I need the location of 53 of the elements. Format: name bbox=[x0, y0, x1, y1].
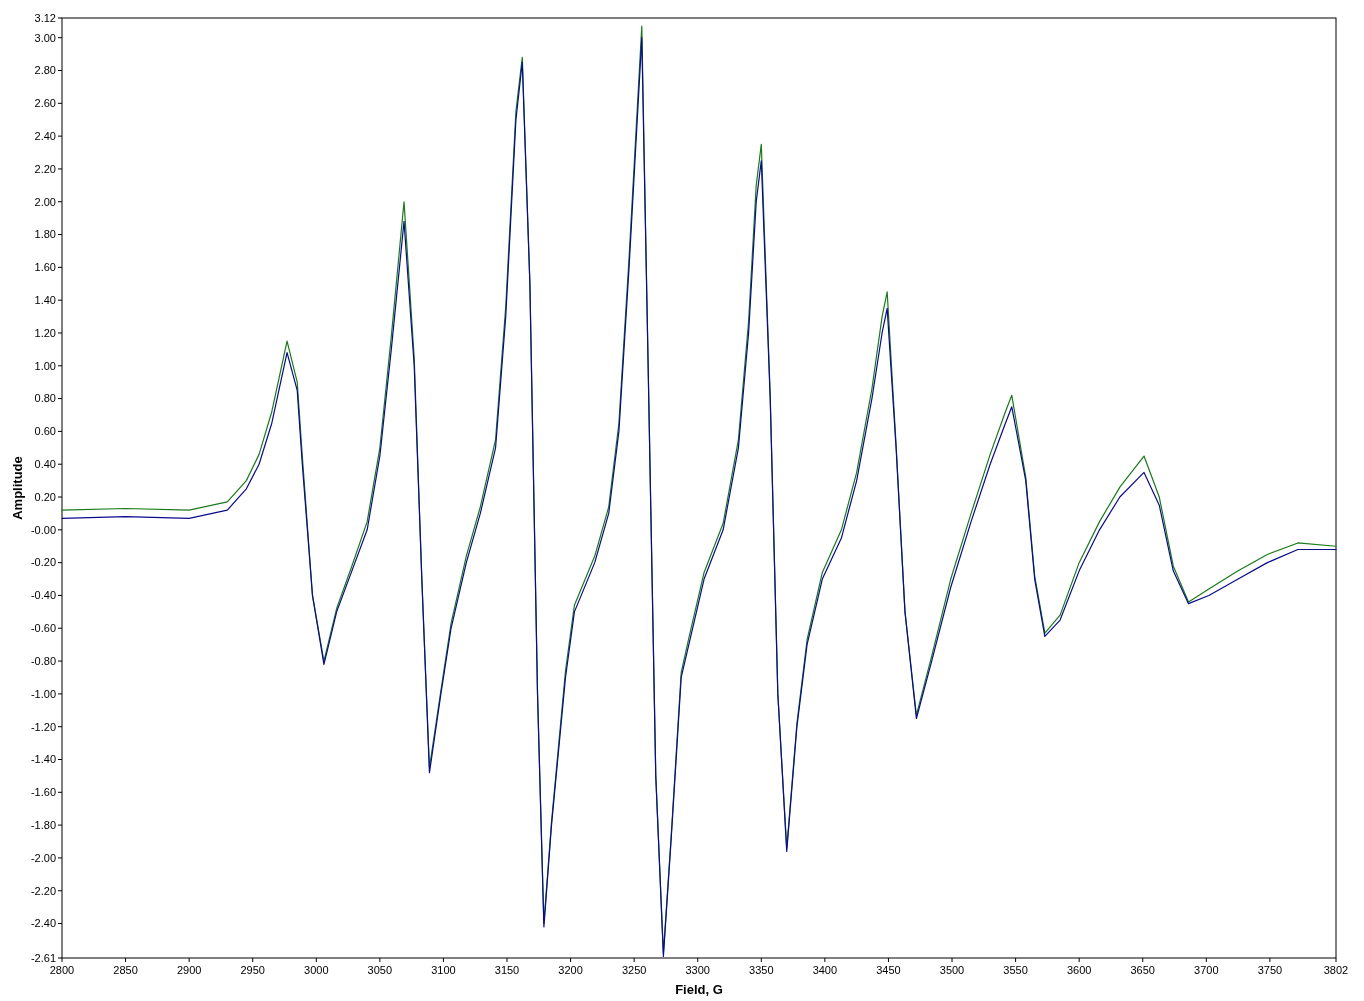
y-tick-label: 2.60 bbox=[34, 97, 56, 110]
y-tick-label: -1.40 bbox=[30, 753, 56, 766]
y-tick-label: 0.80 bbox=[34, 392, 56, 405]
y-tick-label: 3.00 bbox=[34, 31, 56, 44]
x-tick-label: 3150 bbox=[494, 964, 520, 976]
x-tick-label: 3700 bbox=[1194, 964, 1219, 976]
x-tick-label: 2900 bbox=[176, 964, 202, 976]
x-tick-label: 2850 bbox=[113, 964, 138, 976]
x-tick-label: 3250 bbox=[621, 964, 647, 976]
y-tick-label: 1.00 bbox=[34, 359, 56, 372]
y-tick-label: -1.80 bbox=[30, 818, 56, 831]
y-tick-label: 1.60 bbox=[34, 261, 56, 274]
y-tick-label: -2.61 bbox=[30, 951, 56, 964]
x-tick-label: 3500 bbox=[939, 964, 965, 976]
x-tick-label: 3350 bbox=[749, 964, 774, 976]
y-tick-label: 2.80 bbox=[34, 64, 56, 77]
x-tick-label: 3100 bbox=[431, 964, 456, 976]
x-tick-label: 3600 bbox=[1066, 964, 1092, 976]
y-tick-label: 1.80 bbox=[34, 228, 56, 241]
y-tick-label: 2.40 bbox=[34, 129, 56, 142]
y-axis-title: Amplitude bbox=[10, 456, 25, 520]
y-tick-label: -0.00 bbox=[30, 523, 56, 536]
x-tick-label: 3000 bbox=[304, 964, 329, 976]
y-tick-label: -1.00 bbox=[30, 687, 56, 700]
x-tick-label: 3300 bbox=[685, 964, 710, 976]
x-tick-label: 2800 bbox=[49, 964, 75, 976]
y-tick-label: 0.20 bbox=[34, 490, 56, 503]
y-tick-label: 1.20 bbox=[34, 326, 56, 339]
y-tick-label: 0.40 bbox=[34, 458, 56, 471]
y-tick-label: -0.60 bbox=[30, 622, 56, 635]
y-tick-label: -2.00 bbox=[30, 851, 56, 864]
y-tick-label: 2.20 bbox=[34, 162, 56, 175]
x-tick-label: 3802 bbox=[1323, 964, 1349, 976]
y-tick-label: 0.60 bbox=[34, 425, 56, 438]
y-tick-label: -2.40 bbox=[30, 917, 56, 930]
y-tick-label: -1.60 bbox=[30, 786, 56, 799]
x-tick-label: 3450 bbox=[876, 964, 901, 976]
x-tick-label: 3400 bbox=[812, 964, 838, 976]
x-axis-title: Field, G bbox=[675, 982, 723, 997]
y-tick-label: -0.80 bbox=[30, 654, 56, 667]
y-tick-label: -2.20 bbox=[30, 884, 56, 897]
x-tick-label: 3050 bbox=[367, 964, 393, 976]
x-tick-label: 3750 bbox=[1257, 964, 1283, 976]
y-tick-label: -0.40 bbox=[30, 589, 56, 602]
x-tick-label: 2950 bbox=[240, 964, 265, 976]
y-tick-label: 3.12 bbox=[34, 11, 56, 24]
y-tick-label: 1.40 bbox=[34, 294, 56, 307]
x-tick-label: 3550 bbox=[1003, 964, 1028, 976]
y-tick-label: -0.20 bbox=[30, 556, 56, 569]
x-tick-label: 3650 bbox=[1130, 964, 1155, 976]
y-tick-label: -1.20 bbox=[30, 720, 56, 733]
x-tick-label: 3200 bbox=[558, 964, 583, 976]
y-tick-label: 2.00 bbox=[34, 195, 56, 208]
